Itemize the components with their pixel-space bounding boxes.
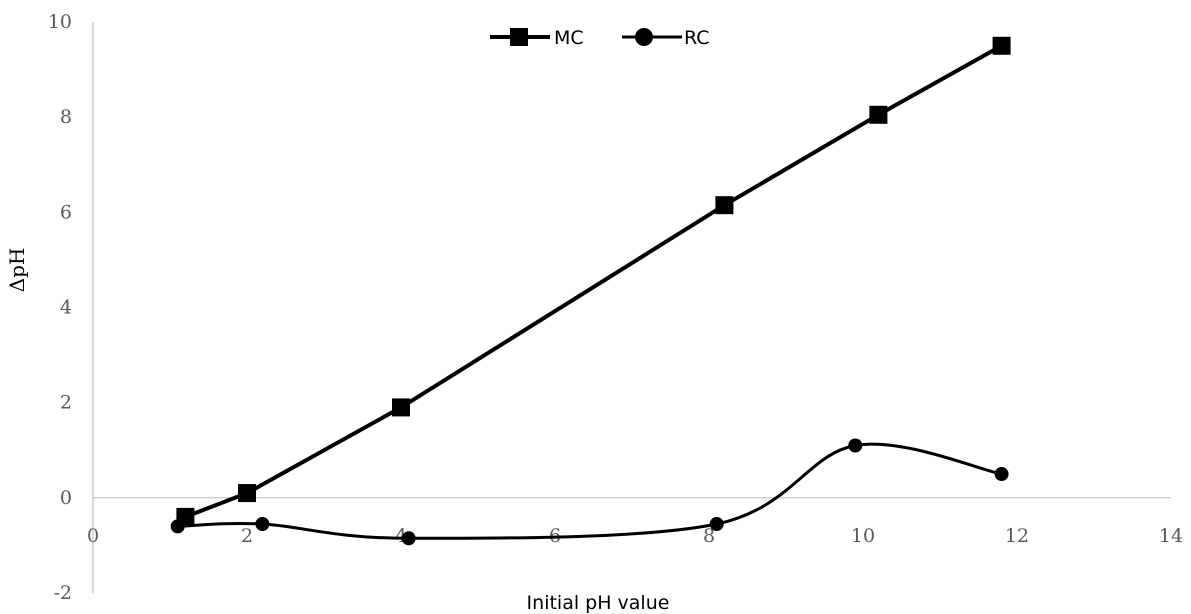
x-tick-label: 10 <box>851 525 875 547</box>
data-point-rc <box>994 467 1009 482</box>
data-point-mc <box>869 105 888 124</box>
legend-label-rc: RC <box>684 27 710 49</box>
y-tick-label: 6 <box>60 201 72 223</box>
y-tick-label: 4 <box>60 297 72 319</box>
series-layer <box>170 36 1011 546</box>
x-tick-labels: 0 2 4 6 8 10 12 14 <box>87 525 1183 547</box>
data-point-rc <box>709 517 724 532</box>
data-point-mc <box>715 196 734 215</box>
y-tick-label: 2 <box>60 392 72 414</box>
x-axis-title: Initial pH value <box>527 592 670 614</box>
legend-marker-square <box>510 28 528 46</box>
series-line-mc <box>184 44 1003 519</box>
y-tick-labels: -2 0 2 4 6 8 10 <box>48 11 72 604</box>
data-point-mc <box>238 484 256 503</box>
series-line-rc <box>177 442 1002 540</box>
x-tick-label: 0 <box>87 525 99 547</box>
y-tick-label: 8 <box>60 106 72 128</box>
data-point-rc <box>401 531 416 546</box>
x-tick-label: 2 <box>241 525 253 547</box>
y-tick-label: 10 <box>48 11 72 33</box>
legend: MC RC <box>490 27 710 49</box>
y-axis-title: ΔpH <box>5 248 29 293</box>
x-tick-label: 12 <box>1005 525 1029 547</box>
data-point-rc <box>255 517 270 532</box>
axes <box>92 22 1171 593</box>
legend-item-mc: MC <box>490 27 584 49</box>
y-tick-label: -2 <box>53 582 72 604</box>
data-point-mc <box>992 36 1011 55</box>
legend-label-mc: MC <box>554 27 584 49</box>
legend-item-rc: RC <box>622 27 710 49</box>
x-tick-label: 8 <box>703 525 715 547</box>
data-point-mc <box>392 398 410 417</box>
x-tick-label: 14 <box>1159 525 1183 547</box>
legend-marker-circle <box>635 28 653 46</box>
data-point-rc <box>848 438 863 453</box>
data-point-rc <box>170 519 185 534</box>
y-tick-label: 0 <box>60 487 72 509</box>
